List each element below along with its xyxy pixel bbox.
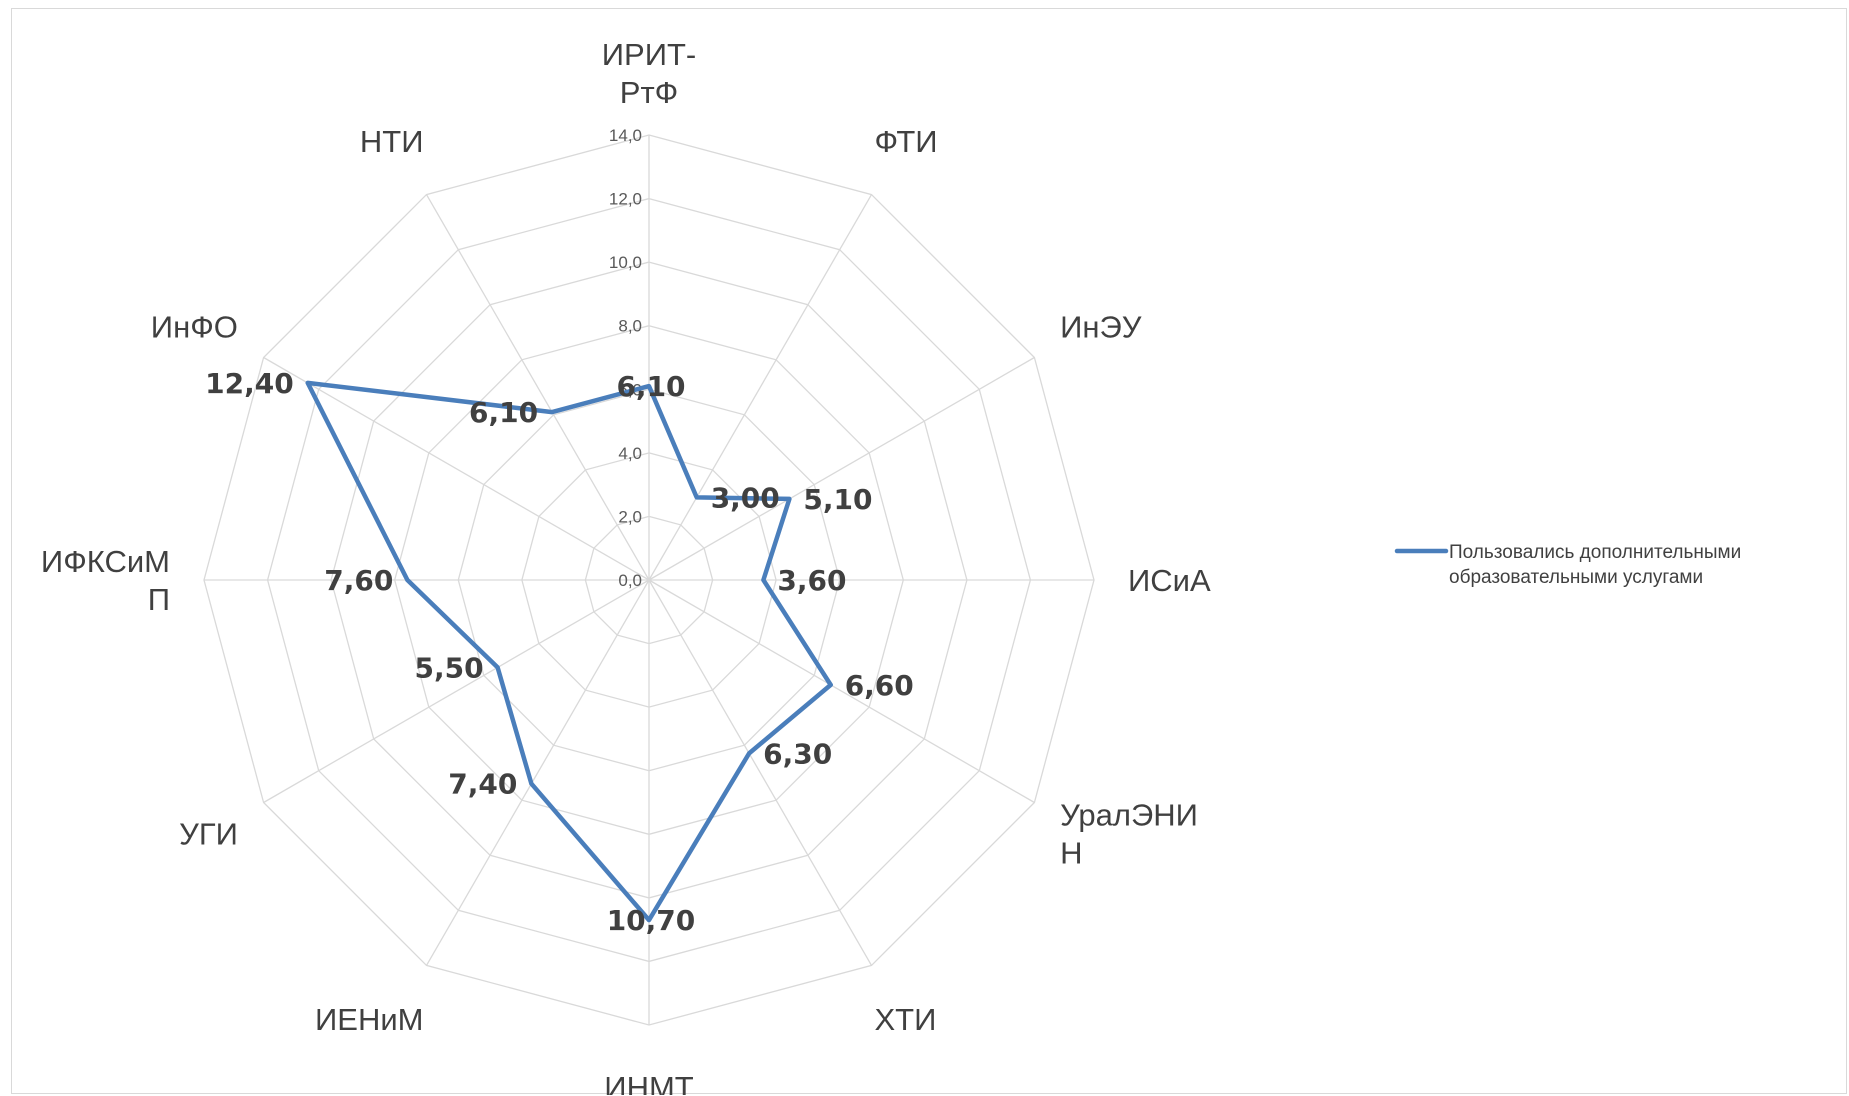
category-label: УралЭНИ Н <box>1060 798 1198 871</box>
data-label: 10,70 <box>607 904 696 937</box>
category-label: ИСиА <box>1128 563 1211 598</box>
legend-label-line: образовательными услугами <box>1449 567 1703 588</box>
grid-spoke <box>648 579 873 966</box>
category-label-line: ИнФО <box>151 310 238 345</box>
category-label-line: РтФ <box>620 75 678 110</box>
data-labels: 6,10 3,00 5,10 3,60 6,60 6,30 10,70 7,40 5,50 7,6… <box>205 367 914 937</box>
grid-spoke <box>263 579 650 804</box>
data-label: 5,10 <box>803 483 872 516</box>
category-label: НТИ <box>360 124 424 159</box>
grid-spoke <box>425 579 650 966</box>
tick-label: 0,0 <box>618 571 642 590</box>
data-label: 7,60 <box>324 564 393 597</box>
series-line <box>305 380 833 923</box>
category-label: ХТИ <box>875 1002 937 1037</box>
category-label-line: ИНМТ <box>604 1070 693 1095</box>
category-label-line: УралЭНИ <box>1060 798 1198 833</box>
chart-area: 0,0 2,0 4,0 6,0 8,0 10,0 12,0 14,0 ИРИТ-РтФ ФТИ И… <box>11 8 1847 1095</box>
category-label: ИЕНиМ <box>315 1002 424 1037</box>
category-label-line: Н <box>1060 836 1082 871</box>
legend-label: Пользовались дополнительными образователь… <box>1449 542 1741 588</box>
category-label-line: П <box>148 582 170 617</box>
data-label: 6,60 <box>845 669 914 702</box>
legend-label-line: Пользовались дополнительными <box>1449 542 1741 563</box>
category-label-line: ИнЭУ <box>1060 310 1142 345</box>
grid-spoke <box>648 356 1035 581</box>
tick-label: 14,0 <box>609 126 642 145</box>
tick-label: 8,0 <box>618 317 642 336</box>
legend: Пользовались дополнительными образователь… <box>1394 542 1741 588</box>
data-label: 7,40 <box>448 768 517 801</box>
data-label: 3,00 <box>711 481 780 514</box>
data-label: 6,10 <box>469 396 538 429</box>
radar-grid <box>203 134 1095 1026</box>
grid-spoke <box>425 194 650 581</box>
category-label-line: ФТИ <box>875 124 938 159</box>
category-label-line: ИРИТ- <box>602 37 697 72</box>
category-label-line: ИЕНиМ <box>315 1002 424 1037</box>
tick-label: 4,0 <box>618 444 642 463</box>
data-label: 5,50 <box>415 651 484 684</box>
tick-label: 10,0 <box>609 253 642 272</box>
grid-spoke <box>648 579 1035 804</box>
data-label: 3,60 <box>777 564 846 597</box>
category-label: ИнФО <box>151 310 238 345</box>
grid-spoke <box>648 194 873 581</box>
data-label: 6,10 <box>616 370 685 403</box>
category-label: УГИ <box>179 817 238 852</box>
data-label: 6,30 <box>763 737 832 770</box>
category-labels: ИРИТ-РтФ ФТИ ИнЭУ ИСиА УралЭНИ Н ХТИ ИНМТ ИЕНиМ У… <box>41 37 1211 1095</box>
category-label: ИФКСиМ П <box>41 544 170 617</box>
category-label: ИРИТ-РтФ <box>602 37 697 110</box>
tick-label: 2,0 <box>618 507 642 526</box>
category-label: ИНМТ <box>604 1070 693 1095</box>
data-label: 12,40 <box>205 367 294 400</box>
category-label-line: ХТИ <box>875 1002 937 1037</box>
series-layer <box>305 380 833 923</box>
category-label-line: ИФКСиМ <box>41 544 170 579</box>
axis-ticks: 0,02,04,06,08,010,012,014,0 <box>609 126 642 590</box>
grid-spoke <box>263 356 650 581</box>
radar-chart: 0,02,04,06,08,010,012,014,0 ИРИТ-РтФФТИИ… <box>41 37 1741 1095</box>
category-label-line: ИСиА <box>1128 563 1211 598</box>
category-label: ИнЭУ <box>1060 310 1142 345</box>
category-label-line: НТИ <box>360 124 424 159</box>
category-label-line: УГИ <box>179 817 238 852</box>
category-label: ФТИ <box>875 124 938 159</box>
tick-label: 12,0 <box>609 190 642 209</box>
